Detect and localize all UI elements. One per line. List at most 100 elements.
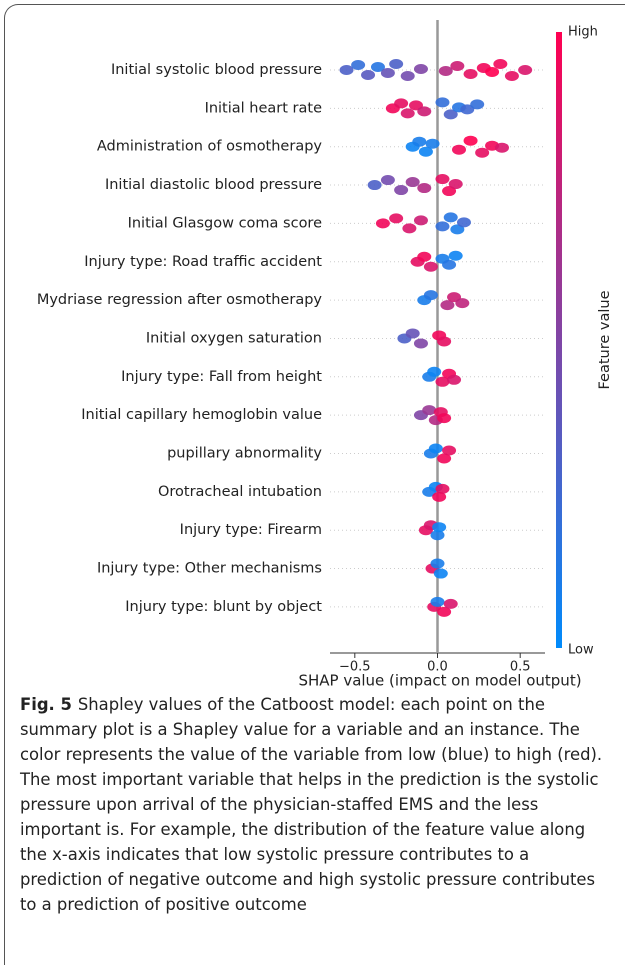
shap-point (380, 175, 395, 186)
shap-point (455, 298, 470, 309)
chart: SHAP value (impact on model output) High… (37, 20, 613, 690)
shap-point (442, 186, 457, 197)
feature-label: Injury type: blunt by object (125, 599, 322, 615)
shap-point (452, 144, 466, 155)
feature-label: Injury type: Firearm (180, 522, 322, 538)
shap-point (375, 218, 390, 229)
shap-point (470, 99, 485, 110)
shap-point (425, 138, 440, 149)
shap-point (443, 598, 458, 609)
colorbar-title: Feature value (597, 290, 613, 389)
shap-point (437, 413, 452, 424)
shap-point (435, 221, 450, 232)
shap-point (430, 596, 445, 607)
feature-label: Initial systolic blood pressure (111, 62, 322, 78)
shap-point (423, 290, 438, 301)
shap-point (435, 483, 450, 494)
shap-point (437, 336, 452, 347)
caption-text: Shapley values of the Catboost model: ea… (20, 695, 603, 914)
shap-point (389, 59, 404, 69)
shap-point (394, 185, 409, 196)
colorbar (556, 32, 562, 648)
shap-point (400, 108, 415, 119)
feature-label: Initial capillary hemoglobin value (81, 407, 322, 423)
shap-point (418, 146, 433, 157)
shap-point (435, 174, 450, 185)
shap-point (456, 217, 471, 228)
shap-point (442, 445, 457, 456)
shap-point (450, 61, 465, 71)
shap-point (422, 405, 437, 416)
shap-point (493, 59, 508, 69)
shap-point (417, 251, 432, 262)
shap-point (518, 65, 533, 75)
shap-point (427, 366, 442, 377)
shap-point (475, 147, 490, 158)
feature-label: Administration of osmotherapy (97, 139, 323, 155)
feature-label: Injury type: Fall from height (121, 369, 322, 385)
shap-point (412, 136, 427, 147)
shap-point (448, 179, 463, 190)
figure-frame (4, 4, 625, 965)
shap-point (389, 213, 404, 224)
shap-point (413, 338, 428, 349)
shap-point (463, 69, 478, 79)
x-tick-label: 0.5 (510, 660, 531, 675)
shap-point (432, 491, 447, 502)
caption: Fig. 5 Shapley values of the Catboost mod… (20, 692, 612, 917)
shap-point (437, 606, 452, 617)
shap-point (367, 180, 382, 191)
shap-point (430, 558, 445, 569)
shap-point (339, 65, 354, 75)
shap-point (435, 376, 450, 387)
colorbar-low: Low (568, 643, 594, 658)
shap-point (448, 250, 463, 261)
x-tick-label: −0.5 (339, 660, 371, 675)
feature-label: Initial heart rate (205, 100, 323, 116)
shap-point (405, 328, 420, 339)
shap-point (405, 177, 420, 188)
feature-label: Initial Glasgow coma score (128, 215, 322, 231)
shap-point (417, 106, 432, 117)
shap-point (394, 98, 409, 109)
feature-label: pupillary abnormality (167, 446, 322, 462)
shap-point (361, 70, 376, 80)
feature-label: Mydriase regression after osmotherapy (37, 292, 323, 308)
shap-point (463, 135, 478, 146)
shap-point (428, 443, 443, 454)
shap-point (433, 568, 448, 579)
shap-point (443, 109, 458, 120)
shap-point (485, 67, 500, 77)
shap-point (437, 453, 452, 464)
shap-point (495, 142, 509, 153)
feature-label: Initial diastolic blood pressure (105, 177, 322, 193)
x-axis-label: SHAP value (impact on model output) (298, 672, 581, 690)
shap-point (432, 522, 447, 533)
shap-point (380, 68, 395, 78)
shap-point (413, 64, 428, 74)
feature-label: Initial oxygen saturation (146, 330, 322, 346)
shap-point (400, 71, 415, 81)
caption-label: Fig. 5 (20, 695, 72, 714)
feature-label: Injury type: Road traffic accident (84, 254, 322, 270)
shap-point (370, 62, 385, 72)
shap-point (413, 215, 428, 226)
shap-point (447, 374, 462, 385)
feature-label: Orotracheal intubation (158, 484, 322, 500)
shap-point (417, 183, 432, 194)
shap-point (443, 212, 458, 223)
shap-point (430, 530, 445, 541)
shap-point (351, 60, 366, 70)
shap-point (440, 300, 455, 311)
x-tick-label: 0.0 (427, 660, 448, 675)
shap-point (438, 66, 453, 76)
colorbar-high: High (568, 25, 598, 40)
shap-point (442, 259, 457, 270)
shap-point (450, 224, 465, 235)
shap-point (402, 223, 417, 234)
shap-point (423, 261, 438, 272)
shap-point (504, 71, 519, 81)
feature-label: Injury type: Other mechanisms (97, 561, 322, 577)
shap-point (435, 97, 450, 108)
shap-point (460, 104, 475, 115)
